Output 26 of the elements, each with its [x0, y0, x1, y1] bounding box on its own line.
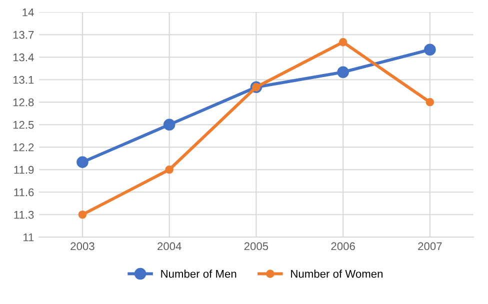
- point: [338, 38, 348, 46]
- y-tick-label: 13.7: [13, 30, 34, 39]
- y-tick-label: 11.9: [14, 166, 34, 174]
- point: [337, 66, 349, 78]
- point: [165, 165, 174, 174]
- point: [78, 210, 87, 219]
- x-tick-label: 2006: [331, 242, 355, 250]
- point: [426, 98, 434, 106]
- x-tick-label: 2003: [70, 242, 94, 250]
- x-tick-label: 2007: [418, 242, 442, 250]
- x-tick-label: 2004: [158, 242, 182, 250]
- y-tick-label: 11: [23, 234, 34, 242]
- y-tick-label: 12.5: [13, 120, 34, 129]
- legend-label: Number of Women: [291, 270, 383, 278]
- y-tick-label: 12.2: [13, 143, 34, 152]
- point: [76, 156, 88, 168]
- y-tick-label: 11.3: [14, 210, 34, 219]
- point: [163, 118, 176, 131]
- point: [424, 44, 436, 56]
- y-tick-label: 11.6: [14, 188, 34, 196]
- x-tick-label: 2005: [244, 242, 268, 250]
- y-tick-label: 13.1: [13, 76, 34, 84]
- y-tick-label: 13.4: [13, 53, 34, 62]
- y-tick-label: 12.8: [13, 98, 34, 106]
- y-tick-label: 14: [22, 8, 34, 16]
- legend-label: Number of Men: [161, 270, 236, 278]
